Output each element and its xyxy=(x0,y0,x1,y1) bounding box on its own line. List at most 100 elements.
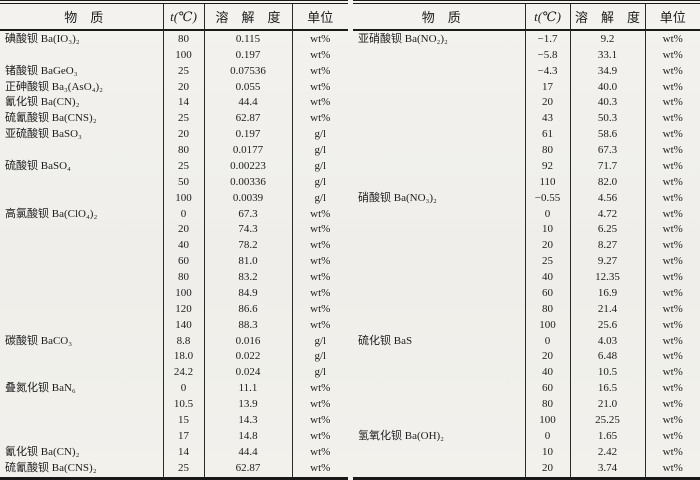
substance-cell xyxy=(0,174,163,190)
substance-cell: 亚硫酸钡 BaSO₃ xyxy=(5,128,82,141)
table-row: 硝酸钡 Ba(NO₃)₂ −0.55 4.56 wt% xyxy=(353,190,700,207)
substance-cell xyxy=(353,365,525,381)
substance-cell: 正砷酸钡 Ba₃(AsO₄)₂ xyxy=(5,80,103,93)
t-cell: 20 xyxy=(162,126,204,143)
solubility-table-right: 物 质 t(℃) 溶 解 度 单位 亚硝酸钡 Ba(NO₂)₂ −1.7 9.2 wt… xyxy=(353,0,700,480)
solubility-cell: 86.6 xyxy=(203,301,292,318)
table-row: 80 67.3 wt% xyxy=(353,142,700,159)
solubility-cell: 25.6 xyxy=(569,317,645,334)
table-row: 硫氰酸钡 Ba(CNS)₂ 25 62.87 wt% xyxy=(0,110,348,127)
unit-cell: g/l xyxy=(291,158,348,175)
solubility-cell: 0.0177 xyxy=(203,142,292,159)
substance-cell: 硫酸钡 BaSO₄ xyxy=(5,159,71,172)
unit-cell: wt% xyxy=(644,110,700,127)
unit-cell: wt% xyxy=(291,412,348,429)
substance-cell xyxy=(0,349,163,365)
t-cell: 100 xyxy=(162,47,204,64)
table-row: 80 21.0 wt% xyxy=(353,396,700,413)
unit-cell: g/l xyxy=(291,333,348,349)
solubility-cell: 0.022 xyxy=(203,348,292,365)
solubility-cell: 0.07536 xyxy=(203,63,292,80)
substance-cell xyxy=(0,190,163,206)
substance-cell xyxy=(0,222,163,238)
table-row: −4.3 34.9 wt% xyxy=(353,63,700,80)
unit-cell: wt% xyxy=(644,269,700,286)
t-cell: 8.8 xyxy=(162,333,204,349)
table-row: 氰化钡 Ba(CN)₂ 14 44.4 wt% xyxy=(0,94,348,111)
table-row: 正砷酸钡 Ba₃(AsO₄)₂ 20 0.055 wt% xyxy=(0,79,348,95)
t-cell: 17 xyxy=(162,428,204,445)
t-cell: 20 xyxy=(524,460,570,479)
t-cell: 0 xyxy=(524,206,570,222)
t-cell: 14 xyxy=(162,94,204,111)
t-cell: 80 xyxy=(162,30,204,48)
unit-cell: wt% xyxy=(644,174,700,191)
table-row: 亚硝酸钡 Ba(NO₂)₂ −1.7 9.2 wt% xyxy=(353,30,700,48)
solubility-cell: 81.0 xyxy=(203,253,292,270)
t-cell: 0 xyxy=(162,206,204,222)
t-cell: −1.7 xyxy=(524,30,570,48)
t-cell: 0 xyxy=(524,333,570,349)
solubility-cell: 0.00336 xyxy=(203,174,292,191)
table-row: 80 21.4 wt% xyxy=(353,301,700,318)
t-cell: 43 xyxy=(524,110,570,127)
unit-cell: wt% xyxy=(644,79,700,95)
t-cell: 40 xyxy=(524,364,570,381)
substance-cell xyxy=(353,158,525,174)
t-cell: 60 xyxy=(524,285,570,302)
solubility-cell: 34.9 xyxy=(569,63,645,80)
substance-cell xyxy=(0,238,163,254)
t-cell: 20 xyxy=(524,94,570,111)
col-header-substance: 物 质 xyxy=(353,2,525,31)
t-cell: 100 xyxy=(162,285,204,302)
solubility-cell: 10.5 xyxy=(569,364,645,381)
table-row: 锗酸钡 BaGeO₃ 25 0.07536 wt% xyxy=(0,63,348,80)
header-row: 物 质 t(℃) 溶 解 度 单位 xyxy=(0,2,348,31)
unit-cell: wt% xyxy=(291,317,348,334)
solubility-cell: 4.56 xyxy=(569,190,645,207)
unit-cell: g/l xyxy=(291,364,348,381)
t-cell: 40 xyxy=(162,237,204,254)
substance-cell xyxy=(353,285,525,301)
substance-cell xyxy=(353,254,525,270)
solubility-cell: 16.9 xyxy=(569,285,645,302)
unit-cell: g/l xyxy=(291,142,348,159)
substance-cell: 叠氮化钡 BaN₆ xyxy=(5,382,76,395)
solubility-cell: 0.016 xyxy=(203,333,292,349)
col-header-solubility: 溶 解 度 xyxy=(203,2,292,31)
unit-cell: wt% xyxy=(644,285,700,302)
unit-cell: wt% xyxy=(291,428,348,445)
t-cell: 60 xyxy=(162,253,204,270)
substance-cell xyxy=(0,412,163,428)
unit-cell: wt% xyxy=(644,30,700,48)
table-row: 110 82.0 wt% xyxy=(353,174,700,191)
unit-cell: wt% xyxy=(291,253,348,270)
solubility-cell: 6.25 xyxy=(569,221,645,238)
substance-cell xyxy=(353,174,525,190)
table-row: 17 14.8 wt% xyxy=(0,428,348,445)
unit-cell: wt% xyxy=(644,253,700,270)
unit-cell: wt% xyxy=(644,63,700,80)
unit-cell: g/l xyxy=(291,190,348,207)
substance-cell xyxy=(353,111,525,127)
substance-cell xyxy=(0,47,163,63)
substance-cell xyxy=(0,254,163,270)
table-row: 25 9.27 wt% xyxy=(353,253,700,270)
t-cell: 100 xyxy=(524,317,570,334)
solubility-cell: 8.27 xyxy=(569,237,645,254)
t-cell: −0.55 xyxy=(524,190,570,207)
table-row: 60 16.9 wt% xyxy=(353,285,700,302)
unit-cell: wt% xyxy=(644,412,700,429)
unit-cell: wt% xyxy=(291,30,348,48)
table-row: 40 12.35 wt% xyxy=(353,269,700,286)
substance-cell xyxy=(0,317,163,333)
solubility-cell: 88.3 xyxy=(203,317,292,334)
unit-cell: wt% xyxy=(291,396,348,413)
t-cell: 0 xyxy=(162,380,204,397)
unit-cell: wt% xyxy=(644,237,700,254)
t-cell: 25 xyxy=(162,110,204,127)
table-row: 17 40.0 wt% xyxy=(353,79,700,95)
solubility-cell: 67.3 xyxy=(203,206,292,222)
substance-cell xyxy=(0,365,163,381)
unit-cell: wt% xyxy=(644,364,700,381)
